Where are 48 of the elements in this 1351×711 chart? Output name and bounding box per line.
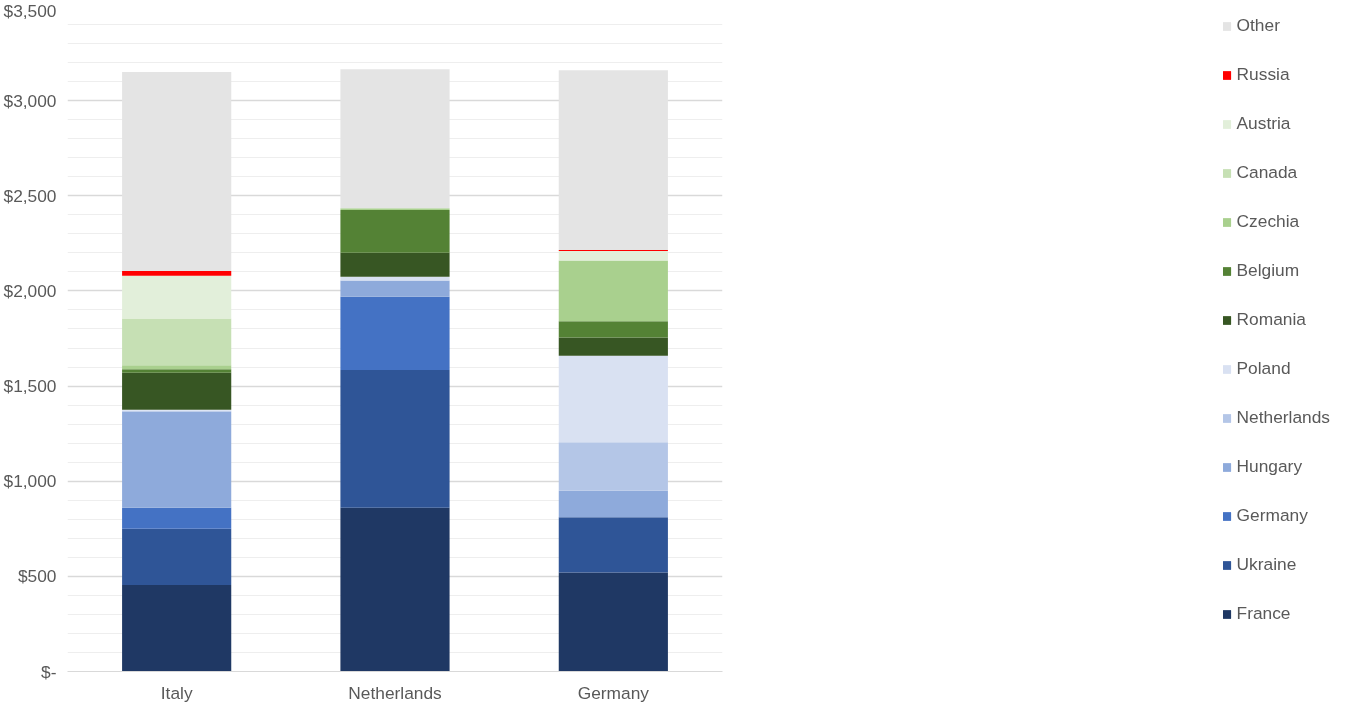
bar [340, 280, 450, 297]
bar [122, 369, 232, 373]
bar [122, 365, 232, 370]
bar [558, 355, 668, 443]
y-tick-label: $2,000 [3, 280, 57, 301]
bar [122, 372, 232, 410]
bar [340, 252, 450, 277]
x-tick-label: Italy [160, 682, 193, 703]
bar [558, 260, 668, 322]
bar [122, 411, 232, 508]
bar [340, 369, 450, 508]
legend-label: Ukraine [1236, 554, 1297, 575]
bar [558, 321, 668, 338]
bar [122, 270, 232, 276]
legend-label: Netherlands [1236, 407, 1330, 428]
bar [558, 442, 668, 491]
y-tick-label: $1,000 [3, 471, 57, 492]
legend-label: Poland [1236, 358, 1291, 379]
bar [558, 572, 668, 672]
bar [122, 507, 232, 529]
legend-label: Austria [1236, 113, 1291, 134]
x-tick-label: Germany [577, 682, 650, 703]
legend-label: Russia [1236, 64, 1290, 85]
y-tick-label: $2,500 [3, 185, 57, 206]
y-tick-label: $500 [17, 566, 57, 587]
legend-label: Other [1236, 15, 1280, 36]
bar [558, 490, 668, 518]
bar [558, 337, 668, 356]
y-tick-label: $1,500 [3, 376, 57, 397]
bar [558, 517, 668, 573]
legend-label: Czechia [1236, 211, 1300, 232]
legend-label: Germany [1236, 505, 1308, 526]
bar [122, 528, 232, 585]
y-tick-label: $3,500 [3, 0, 57, 21]
bar [340, 507, 450, 672]
legend-label: Hungary [1236, 456, 1303, 477]
legend-label: Canada [1236, 162, 1298, 183]
legend-label: Romania [1236, 309, 1306, 330]
legend-label: Belgium [1236, 260, 1300, 281]
legend-label: France [1236, 603, 1291, 624]
bar [340, 296, 450, 370]
x-tick-label: Netherlands [348, 682, 443, 703]
y-tick-label: $- [41, 661, 57, 682]
bar [122, 275, 232, 319]
y-tick-label: $3,000 [3, 90, 57, 111]
bar [122, 584, 232, 672]
bar [122, 318, 232, 366]
bar [340, 210, 450, 253]
